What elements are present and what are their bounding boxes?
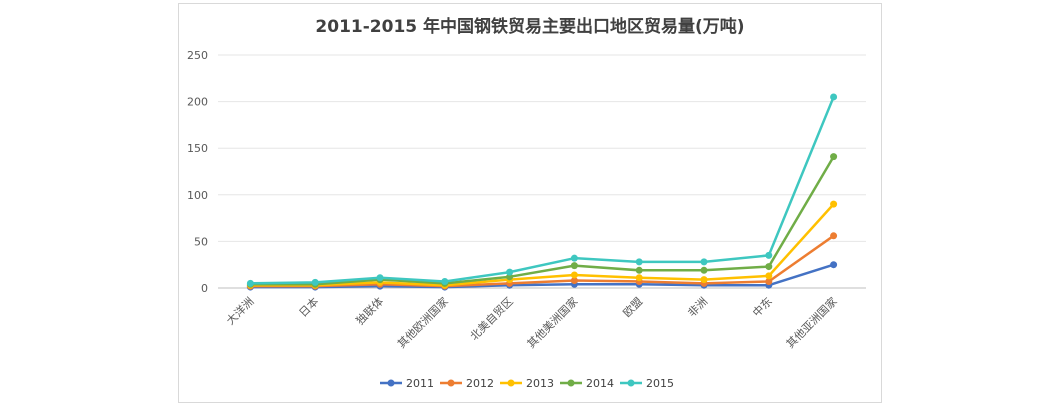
- x-tick-label: 其他美洲国家: [524, 294, 581, 351]
- y-tick-label: 100: [187, 189, 208, 202]
- x-tick-label: 独联体: [353, 294, 386, 327]
- data-point: [635, 274, 643, 282]
- x-tick-label: 日本: [296, 294, 321, 319]
- legend-item: 2012: [440, 377, 494, 390]
- legend-label: 2012: [466, 377, 494, 390]
- data-point: [830, 261, 838, 269]
- legend: 2011 2012 2013 2014 2015: [380, 377, 674, 390]
- legend-label: 2014: [586, 377, 614, 390]
- data-point: [830, 93, 838, 101]
- legend-item: 2015: [620, 377, 674, 390]
- data-point: [830, 200, 838, 208]
- data-point: [700, 266, 708, 274]
- legend-marker: [507, 379, 515, 387]
- data-point: [570, 262, 578, 270]
- data-point: [570, 277, 578, 285]
- legend-item: 2014: [560, 377, 614, 390]
- legend-item: 2011: [380, 377, 434, 390]
- x-tick-label: 北美自贸区: [468, 295, 516, 343]
- data-point: [570, 254, 578, 262]
- series-line: [250, 203, 835, 287]
- y-tick-label: 0: [201, 282, 208, 295]
- x-tick-label: 欧盟: [621, 295, 646, 320]
- legend-item: 2013: [500, 377, 554, 390]
- series-2015: [246, 93, 838, 287]
- legend-marker: [567, 379, 575, 387]
- x-axis-ticks: 大洋洲 日本 独联体 其他欧洲国家 北美自贸区 其他美洲国家 欧盟 非洲 中东 其他亚洲国家: [223, 294, 839, 351]
- y-tick-label: 200: [187, 96, 208, 109]
- series-group: [246, 93, 838, 291]
- data-point: [246, 279, 254, 287]
- y-tick-label: 250: [187, 49, 208, 62]
- data-point: [570, 271, 578, 279]
- y-axis-ticks: 0 50 100 150 200 250: [187, 49, 208, 295]
- legend-label: 2015: [646, 377, 674, 390]
- data-point: [700, 276, 708, 284]
- x-tick-label: 其他亚洲国家: [783, 294, 840, 351]
- series-line: [250, 234, 835, 288]
- data-point: [830, 153, 838, 161]
- data-point: [830, 232, 838, 240]
- data-point: [765, 272, 773, 280]
- chart-title: 2011-2015 年中国钢铁贸易主要出口地区贸易量(万吨): [315, 17, 745, 37]
- series-line: [250, 96, 835, 285]
- data-point: [765, 277, 773, 285]
- series-2014: [246, 153, 838, 288]
- data-point: [765, 251, 773, 259]
- data-point: [635, 266, 643, 274]
- x-tick-label: 非洲: [685, 295, 710, 320]
- data-point: [765, 263, 773, 271]
- data-point: [635, 258, 643, 266]
- y-tick-label: 150: [187, 142, 208, 155]
- x-tick-label: 大洋洲: [223, 294, 256, 327]
- series-line: [250, 155, 835, 286]
- data-point: [376, 274, 384, 282]
- chart-frame: [178, 3, 882, 403]
- legend-label: 2013: [526, 377, 554, 390]
- legend-marker: [447, 379, 455, 387]
- x-tick-label: 其他欧洲国家: [394, 294, 451, 351]
- series-2013: [246, 200, 838, 289]
- legend-marker: [627, 379, 635, 387]
- x-tick-label: 中东: [750, 295, 775, 320]
- data-point: [441, 277, 449, 285]
- legend-label: 2011: [406, 377, 434, 390]
- series-line: [250, 263, 834, 289]
- legend-marker: [387, 379, 395, 387]
- y-tick-label: 50: [194, 235, 208, 248]
- data-point: [700, 258, 708, 266]
- data-point: [311, 278, 319, 286]
- data-point: [506, 268, 514, 276]
